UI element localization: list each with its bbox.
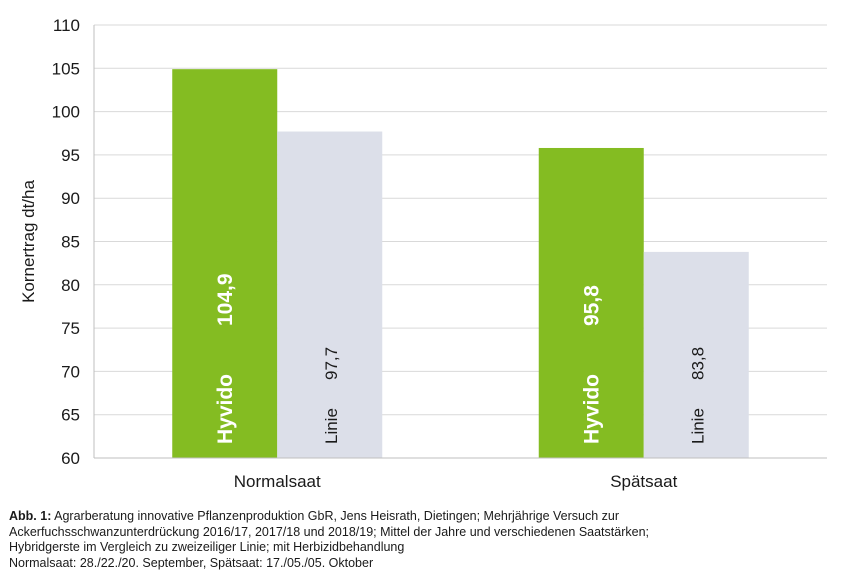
bar-value-label: 83,8 [688, 347, 707, 380]
y-tick-label: 70 [61, 362, 80, 381]
bar-label-hyvido-1: Hyvido 104,9 [214, 273, 237, 444]
bar-label-linie-2: Linie 83,8 [688, 347, 707, 444]
bar-chart: 60 65 70 75 80 85 90 95 100 105 110 Hyvido 104,9 Lin… [19, 16, 827, 491]
y-tick-label: 110 [53, 16, 80, 35]
category-labels: Normalsaat Spätsaat [234, 472, 678, 491]
bar-series-label: Hyvido [214, 374, 237, 444]
y-tick-label: 65 [61, 406, 80, 425]
bar-value-label: 95,8 [580, 285, 603, 326]
x-category-label: Spätsaat [610, 472, 677, 491]
y-axis-ticks: 60 65 70 75 80 85 90 95 100 105 110 [52, 16, 80, 468]
bar-series-label: Hyvido [580, 374, 603, 444]
bar-series-label: Linie [322, 408, 341, 444]
caption-line-3: Hybridgerste im Vergleich zu zweizeilige… [9, 540, 405, 554]
y-tick-label: 90 [61, 189, 80, 208]
y-tick-label: 85 [61, 233, 80, 252]
bar-linie-1 [277, 131, 383, 458]
bar-label-linie-1: Linie 97,7 [322, 347, 341, 444]
bars [172, 69, 749, 459]
bar-hyvido-2 [538, 147, 644, 459]
bar-label-hyvido-2: Hyvido 95,8 [580, 285, 603, 444]
caption-line-1: Abb. 1: Agrarberatung innovative Pflanze… [9, 509, 834, 525]
y-tick-label: 95 [61, 146, 80, 165]
bar-linie-2 [643, 251, 749, 458]
y-tick-label: 80 [61, 276, 80, 295]
y-tick-label: 60 [61, 449, 80, 468]
caption-line-1-text: Agrarberatung innovative Pflanzenprodukt… [51, 509, 620, 523]
bar-value-label: 97,7 [322, 347, 341, 380]
caption-label: Abb. 1: [9, 509, 52, 523]
bar-labels: Hyvido 104,9 Linie 97,7 Hyvido 95,8 Linie 83,8 [214, 273, 708, 444]
bar-series-label: Linie [688, 408, 707, 444]
bar-value-label: 104,9 [214, 273, 237, 326]
figure-caption: Abb. 1: Agrarberatung innovative Pflanze… [9, 509, 834, 571]
y-tick-label: 75 [61, 319, 80, 338]
y-tick-label: 105 [52, 59, 80, 78]
y-axis-label: Kornertrag dt/ha [19, 180, 38, 303]
x-category-label: Normalsaat [234, 472, 321, 491]
y-tick-label: 100 [52, 103, 80, 122]
bar-hyvido-1 [172, 69, 278, 458]
caption-line-2: Ackerfuchsschwanzunterdrückung 2016/17, … [9, 524, 649, 539]
caption-line-4: Normalsaat: 28./22./20. September, Späts… [9, 555, 374, 570]
